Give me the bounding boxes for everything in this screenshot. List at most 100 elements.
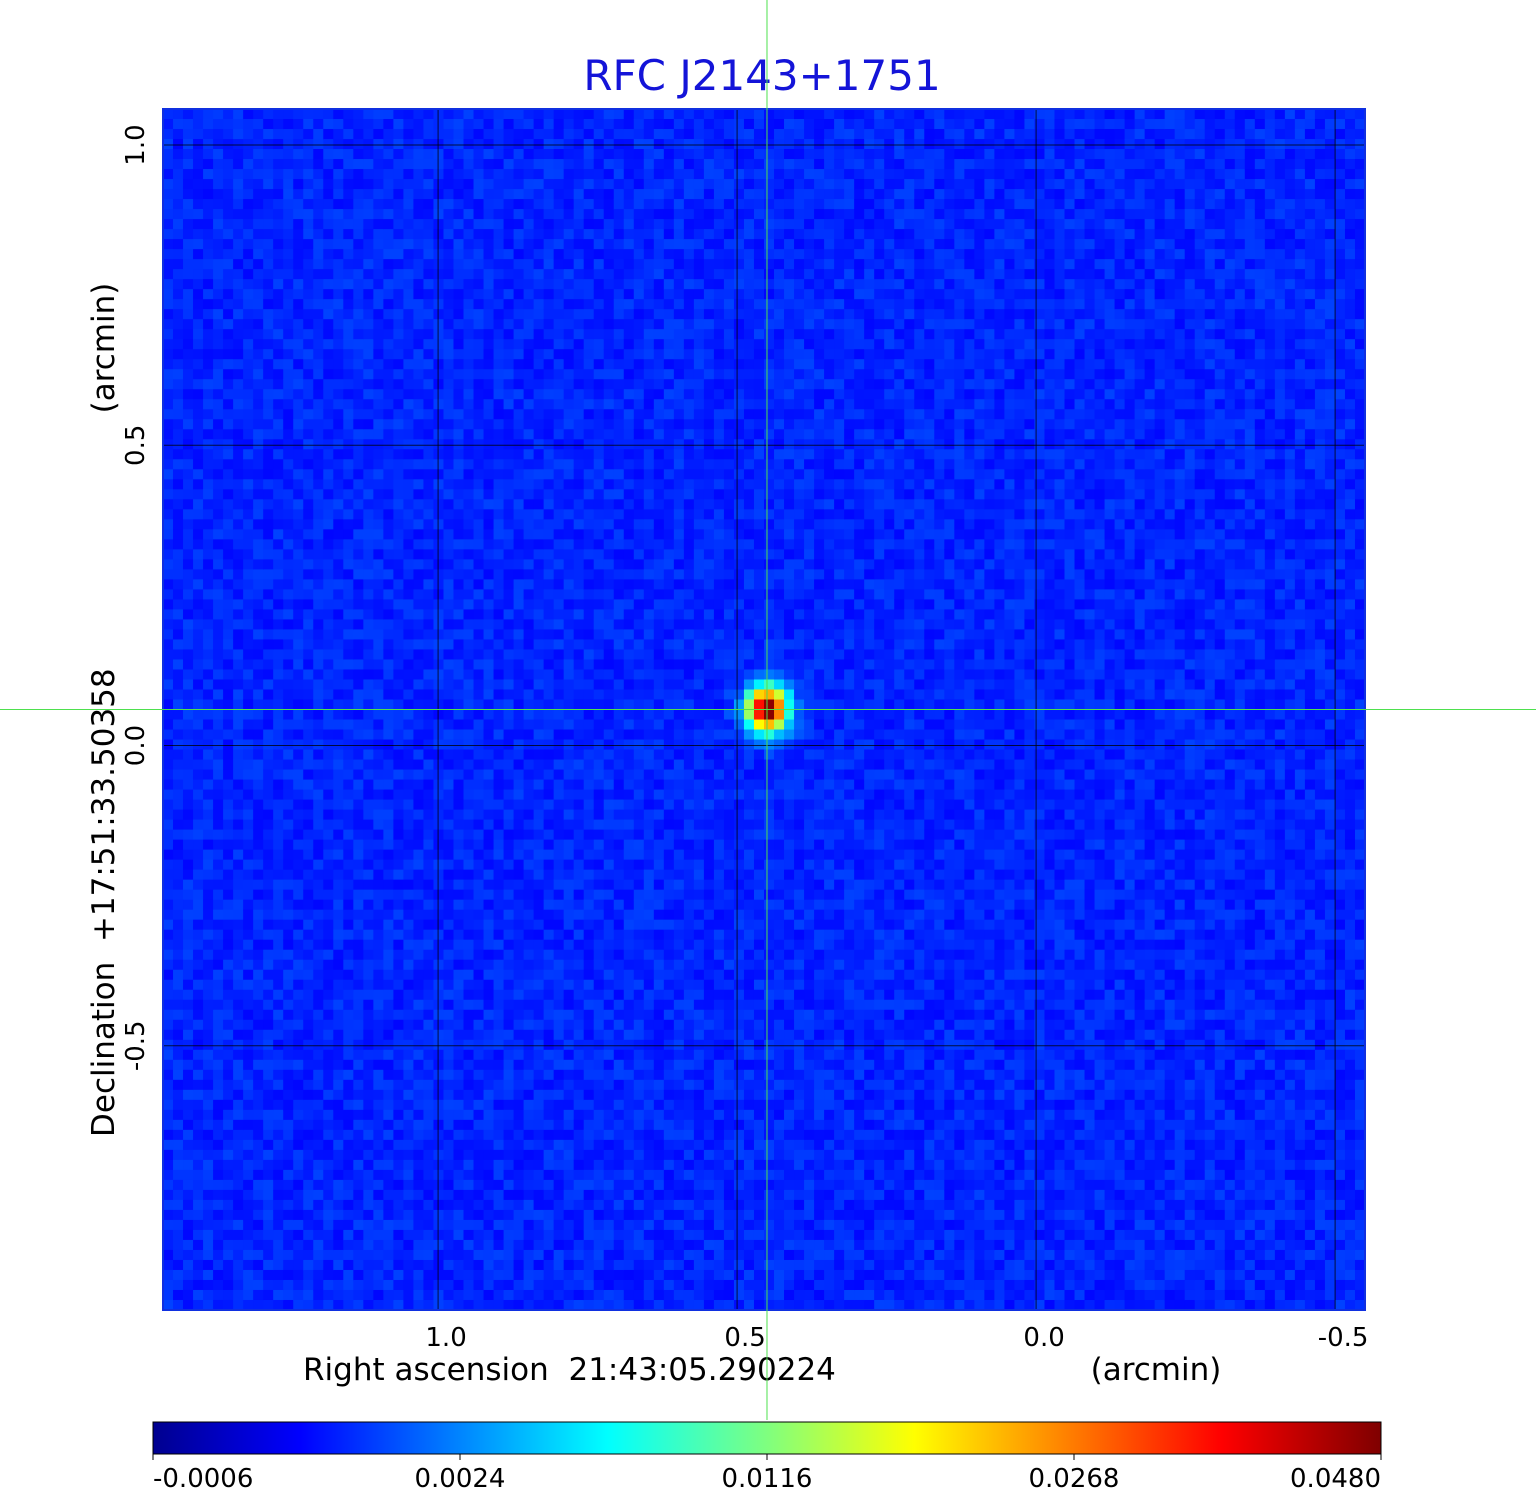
heatmap-cell (383, 1139, 394, 1151)
heatmap-cell (563, 489, 575, 500)
heatmap-cell (413, 1139, 425, 1151)
heatmap-cell (453, 329, 465, 340)
heatmap-cell (323, 729, 334, 741)
heatmap-cell (273, 509, 284, 520)
heatmap-cell (493, 149, 505, 160)
heatmap-cell (293, 1259, 304, 1271)
heatmap-cell (213, 169, 224, 180)
heatmap-cell (463, 309, 475, 320)
heatmap-cell (203, 939, 214, 951)
heatmap-cell (233, 629, 244, 641)
heatmap-cell (293, 1119, 304, 1131)
heatmap-cell (383, 499, 394, 510)
heatmap-cell (223, 1269, 234, 1281)
heatmap-cell (493, 999, 505, 1011)
heatmap-cell (333, 1179, 344, 1191)
heatmap-cell (443, 739, 455, 751)
heatmap-cell (333, 519, 344, 530)
heatmap-cell (453, 1299, 465, 1310)
heatmap-cell (363, 1039, 374, 1051)
heatmap-cell (383, 1029, 394, 1041)
heatmap-cell (333, 189, 344, 200)
heatmap-cell (243, 369, 254, 380)
heatmap-cell (303, 239, 314, 250)
heatmap-cell (293, 1109, 304, 1121)
heatmap-cell (323, 1239, 334, 1251)
heatmap-cell (393, 649, 404, 661)
heatmap-cell (293, 599, 304, 611)
heatmap-cell (453, 1029, 465, 1041)
heatmap-cell (343, 869, 354, 881)
heatmap-cell (343, 239, 354, 250)
heatmap-cell (363, 289, 374, 300)
heatmap-cell (483, 1289, 495, 1301)
heatmap-cell (363, 599, 374, 611)
heatmap-cell (313, 279, 324, 290)
heatmap-cell (423, 339, 435, 350)
heatmap-cell (503, 859, 515, 871)
heatmap-cell (323, 179, 334, 190)
heatmap-cell (213, 909, 224, 921)
heatmap-cell (393, 1179, 404, 1191)
heatmap-cell (433, 169, 445, 180)
heatmap-cell (223, 209, 234, 220)
heatmap-cell (163, 1289, 174, 1301)
heatmap-cell (543, 999, 555, 1011)
heatmap-cell (233, 449, 244, 460)
heatmap-cell (173, 1109, 184, 1121)
heatmap-cell (263, 919, 274, 931)
heatmap-cell (363, 939, 374, 951)
heatmap-cell (373, 109, 384, 120)
heatmap-cell (373, 139, 384, 150)
heatmap-cell (313, 609, 324, 621)
heatmap-cell (363, 1019, 374, 1031)
heatmap-cell (163, 389, 174, 400)
heatmap-cell (273, 189, 284, 200)
heatmap-cell (403, 739, 415, 751)
heatmap-cell (193, 1289, 204, 1301)
heatmap-cell (513, 1109, 525, 1121)
heatmap-cell (223, 359, 234, 370)
heatmap-cell (453, 1129, 465, 1141)
heatmap-cell (213, 709, 224, 721)
heatmap-cell (433, 559, 445, 570)
heatmap-cell (503, 499, 515, 510)
heatmap-cell (453, 929, 465, 941)
heatmap-cell (543, 1149, 555, 1161)
heatmap-cell (293, 379, 304, 390)
heatmap-cell (273, 1219, 284, 1231)
heatmap-cell (213, 1149, 224, 1161)
heatmap-cell (213, 129, 224, 140)
heatmap-cell (463, 599, 475, 611)
heatmap-cell (423, 609, 435, 621)
heatmap-cell (203, 169, 214, 180)
heatmap-cell (243, 1059, 254, 1071)
heatmap-cell (323, 149, 334, 160)
heatmap-cell (423, 1219, 435, 1231)
heatmap-cell (523, 799, 535, 811)
heatmap-cell (203, 489, 214, 500)
heatmap-cell (233, 319, 244, 330)
heatmap-cell (433, 519, 445, 530)
heatmap-cell (163, 309, 174, 320)
heatmap-cell (173, 1039, 184, 1051)
heatmap-cell (413, 929, 425, 941)
heatmap-cell (223, 869, 234, 881)
heatmap-cell (553, 599, 565, 611)
heatmap-cell (323, 1049, 334, 1061)
heatmap-cell (313, 719, 324, 731)
heatmap-cell (163, 289, 174, 300)
heatmap-cell (173, 919, 184, 931)
heatmap-cell (173, 429, 184, 440)
heatmap-cell (483, 559, 495, 570)
heatmap-cell (193, 719, 204, 731)
heatmap-cell (443, 989, 455, 1001)
heatmap-cell (193, 109, 204, 120)
heatmap-cell (353, 979, 364, 991)
heatmap-cell (183, 429, 194, 440)
heatmap-cell (223, 979, 234, 991)
heatmap-cell (183, 129, 194, 140)
heatmap-cell (513, 1019, 525, 1031)
heatmap-cell (333, 949, 344, 961)
heatmap-cell (323, 709, 334, 721)
